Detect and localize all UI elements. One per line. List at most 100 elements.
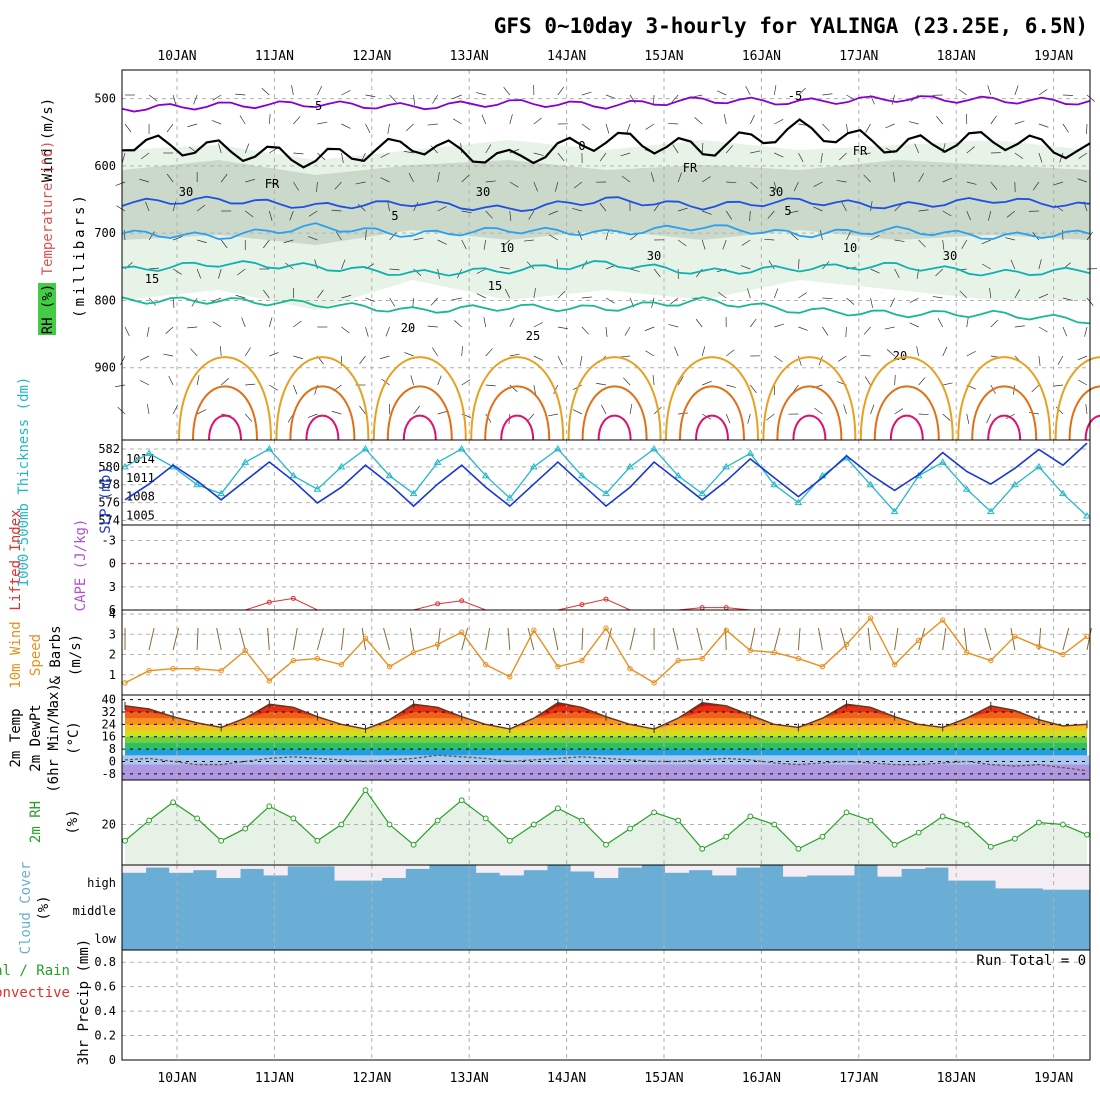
panel6-axis-labels: 2m RH (%) xyxy=(28,801,81,843)
wind-barb xyxy=(212,94,222,101)
surface-wind-barb xyxy=(292,627,298,651)
wind-speed-marker xyxy=(1012,633,1018,640)
wind-barb xyxy=(605,326,608,337)
wind-barb xyxy=(528,210,535,220)
wind-barb xyxy=(1055,406,1064,415)
rh-marker xyxy=(218,837,225,844)
wind-barb xyxy=(235,294,246,299)
warm-loop xyxy=(762,356,857,441)
wind-barb xyxy=(483,239,487,250)
wind-speed-line xyxy=(124,616,1088,684)
rh-marker xyxy=(1036,819,1042,826)
rh-marker xyxy=(1084,831,1090,838)
rh-marker xyxy=(122,837,128,844)
wind-speed-marker xyxy=(218,668,224,674)
wind-barb xyxy=(822,123,830,132)
surface-wind-barb xyxy=(461,627,469,651)
wind-barb xyxy=(341,326,350,334)
wind-barb xyxy=(885,123,895,129)
wind-barb xyxy=(244,413,253,422)
li-marker xyxy=(579,602,585,608)
wind-barb xyxy=(509,114,513,125)
surface-wind-barb xyxy=(605,627,612,651)
wind-barb xyxy=(702,176,711,183)
wind-barb xyxy=(701,239,706,250)
wind-speed-marker xyxy=(1060,651,1066,658)
slp-tick-label: 1008 xyxy=(126,490,155,504)
cool-band xyxy=(122,755,1090,765)
wind-barb xyxy=(572,208,583,212)
wind-barb xyxy=(452,94,462,100)
rh-marker xyxy=(1060,821,1066,828)
rh-marker xyxy=(434,817,441,824)
panel4-axis-labels: 10m Wind Speed & Barbs (m/s) xyxy=(8,621,84,688)
wind-barb xyxy=(605,297,615,304)
rh-marker xyxy=(146,817,152,824)
surface-wind-barb xyxy=(963,627,968,651)
wind-barb xyxy=(629,94,636,104)
wind-barb xyxy=(502,239,511,248)
wind-barb xyxy=(677,172,682,183)
wind-barb xyxy=(1012,384,1016,395)
cloud-gap xyxy=(499,865,524,876)
wind-barb xyxy=(1006,210,1016,218)
wind-barb xyxy=(379,355,390,360)
panel7-axis-labels: Cloud Cover (%) xyxy=(18,862,52,955)
wind-barb xyxy=(427,123,438,126)
wind-barb xyxy=(741,239,751,246)
cloud-gap xyxy=(216,865,241,878)
wind-barb xyxy=(822,297,833,300)
wind-barb xyxy=(289,210,294,221)
wind-barb xyxy=(918,377,926,386)
cloud-gap xyxy=(806,865,831,876)
wind-barb xyxy=(139,355,150,361)
wind-barb xyxy=(839,152,847,161)
thickness-marker xyxy=(698,489,707,497)
run-total-label: Run Total = 0 xyxy=(976,953,1086,969)
wind-barb xyxy=(674,346,679,357)
wind-barb xyxy=(942,177,953,183)
cloud-gap xyxy=(1066,865,1091,890)
wind-barb xyxy=(437,172,440,183)
rh-area xyxy=(125,790,1087,865)
wind-barb xyxy=(148,297,157,306)
wind-speed-marker xyxy=(795,655,802,662)
wind-barb xyxy=(798,292,807,299)
wind-barb xyxy=(1031,384,1040,393)
wind-barb xyxy=(846,230,852,241)
temp-tick-label: 32 xyxy=(102,705,116,719)
thickness-marker xyxy=(265,444,274,452)
wind-barb xyxy=(966,350,976,357)
wind-barb xyxy=(918,209,929,212)
warm-loop xyxy=(402,414,437,441)
bottom-date-label: 10JAN xyxy=(157,1071,196,1086)
thickness-marker xyxy=(241,458,250,465)
cloud-gap xyxy=(263,865,288,876)
wind-barb xyxy=(702,210,712,215)
wind-barb xyxy=(813,181,823,188)
rh-marker xyxy=(675,817,682,824)
wind-barb xyxy=(942,346,948,357)
cloud-gap xyxy=(192,865,217,871)
warm-loop xyxy=(776,385,843,441)
wind-barb xyxy=(283,239,294,244)
thickness-marker xyxy=(1035,462,1043,470)
wind-barb xyxy=(549,234,559,241)
wind-barb xyxy=(237,268,246,276)
thickness-marker xyxy=(890,507,899,515)
wind-barb xyxy=(894,239,905,242)
wind-barb xyxy=(863,326,871,335)
panel3-axis-labels: Lifted Index CAPE (J/kg) xyxy=(8,509,89,611)
wind-barb xyxy=(331,410,342,415)
rh2m-panel: 20 xyxy=(102,779,1091,866)
wind-barb xyxy=(966,146,975,154)
warm-loop xyxy=(971,385,1038,441)
wind-barb xyxy=(334,181,342,190)
wind-barb xyxy=(573,181,583,189)
wind-barb xyxy=(692,94,703,98)
thickness-marker xyxy=(674,471,683,479)
cloud-gap xyxy=(830,865,855,876)
thickness-marker xyxy=(337,462,346,470)
rh-label-bg xyxy=(38,283,56,335)
